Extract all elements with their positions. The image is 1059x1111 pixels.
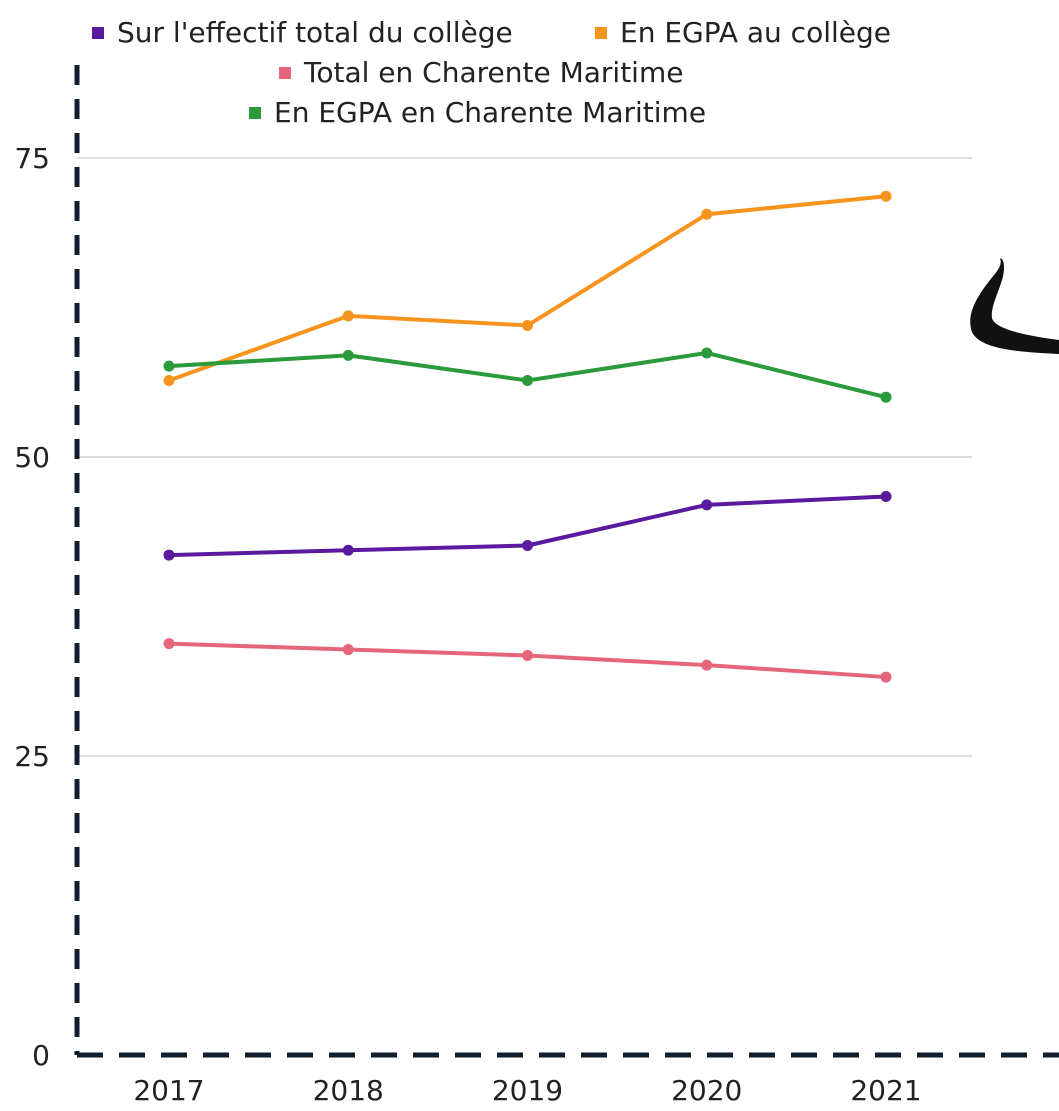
series-2 xyxy=(163,190,892,386)
data-point xyxy=(880,671,892,683)
data-point xyxy=(880,190,892,202)
axes xyxy=(74,65,1059,1058)
series-3 xyxy=(163,638,892,683)
x-tick-label: 2020 xyxy=(671,1074,742,1107)
x-tick-label: 2018 xyxy=(313,1074,384,1107)
legend-swatch xyxy=(279,67,291,79)
series-4 xyxy=(163,347,892,403)
legend-label: En EGPA en Charente Maritime xyxy=(274,96,706,129)
data-point xyxy=(701,499,713,511)
data-point xyxy=(342,544,354,556)
brush-stroke-icon xyxy=(970,258,1059,354)
legend-label: En EGPA au collège xyxy=(620,16,891,49)
x-tick-label: 2017 xyxy=(133,1074,204,1107)
data-point xyxy=(880,490,892,502)
data-point xyxy=(163,549,175,561)
data-point xyxy=(342,349,354,361)
legend-swatch xyxy=(249,107,261,119)
data-point xyxy=(701,208,713,220)
legend-item: Total en Charente Maritime xyxy=(279,56,683,89)
legend: Sur l'effectif total du collège En EGPA a… xyxy=(92,16,891,129)
legend-item: En EGPA au collège xyxy=(595,16,891,49)
data-point xyxy=(880,391,892,403)
data-point xyxy=(163,374,175,386)
data-point xyxy=(163,638,175,650)
legend-item: En EGPA en Charente Maritime xyxy=(249,96,706,129)
legend-swatch xyxy=(92,27,104,39)
data-point xyxy=(522,319,533,331)
legend-item: Sur l'effectif total du collège xyxy=(92,16,513,49)
y-tick-label: 75 xyxy=(14,142,50,175)
x-tick-labels: 2017 2018 2019 2020 2021 xyxy=(133,1074,921,1107)
gridlines xyxy=(77,157,972,757)
legend-label: Sur l'effectif total du collège xyxy=(117,16,513,49)
data-point xyxy=(701,659,713,671)
data-point xyxy=(342,644,354,656)
legend-label: Total en Charente Maritime xyxy=(303,56,683,89)
data-point xyxy=(522,374,533,386)
series-1 xyxy=(163,490,892,561)
series-line xyxy=(168,194,887,383)
data-point xyxy=(342,310,354,322)
y-tick-label: 50 xyxy=(14,441,50,474)
data-point xyxy=(522,650,533,662)
y-tick-label: 0 xyxy=(32,1039,50,1072)
data-point xyxy=(163,360,175,372)
legend-swatch xyxy=(595,27,607,39)
data-point xyxy=(522,540,533,552)
x-tick-label: 2019 xyxy=(492,1074,563,1107)
x-tick-label: 2021 xyxy=(850,1074,921,1107)
series-lines xyxy=(163,190,892,683)
y-tick-label: 25 xyxy=(14,740,50,773)
y-tick-labels: 0 25 50 75 xyxy=(14,142,50,1072)
data-point xyxy=(701,347,713,359)
